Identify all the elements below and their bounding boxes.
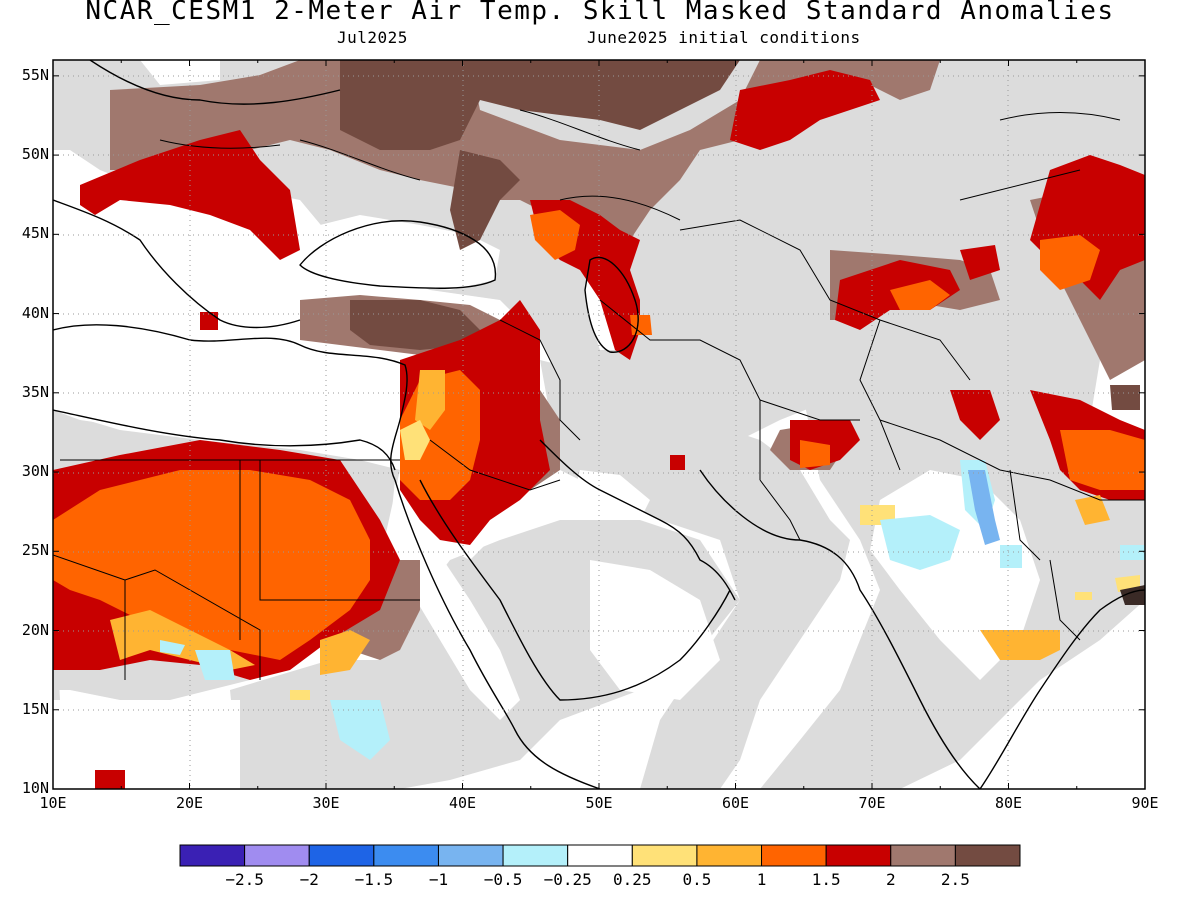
colorbar-swatch <box>696 844 763 867</box>
axis-ticks <box>52 60 1146 790</box>
colorbar-label: −2 <box>299 870 319 889</box>
lon-label: 50E <box>585 794 613 812</box>
colorbar-label: −1 <box>428 870 449 889</box>
map-field <box>53 60 1145 789</box>
colorbar-swatch <box>244 844 310 867</box>
lat-label: 30N <box>21 462 49 481</box>
colorbar-swatch <box>437 844 504 867</box>
colorbar-label: 0.5 <box>682 870 712 889</box>
grid-lines <box>53 60 1145 789</box>
colorbar-swatch <box>954 844 1021 867</box>
lat-label: 45N <box>21 224 49 243</box>
lon-label: 40E <box>448 794 477 812</box>
initial-conditions: June2025 initial conditions <box>587 28 861 47</box>
colorbar-label: −2.5 <box>225 870 264 889</box>
inland-seas <box>53 215 650 789</box>
lon-label: 10E <box>39 794 67 812</box>
anomaly-shading <box>53 60 1145 789</box>
lat-label: 35N <box>21 382 49 401</box>
colorbar-label: 2 <box>885 870 896 889</box>
lat-label: 10N <box>21 779 49 797</box>
lat-label: 15N <box>21 699 49 718</box>
lat-label: 20N <box>21 620 49 639</box>
lon-label: 70E <box>858 794 886 812</box>
colorbar-swatch <box>825 844 892 867</box>
colorbar-label: 2.5 <box>940 870 970 889</box>
chart-title: NCAR_CESM1 2-Meter Air Temp. Skill Maske… <box>85 0 1115 26</box>
colorbar-swatch <box>890 844 956 867</box>
lat-label: 25N <box>21 541 49 560</box>
colorbar-label: −0.5 <box>483 870 523 889</box>
colorbar-swatch <box>631 844 698 867</box>
colorbar-swatch <box>761 844 827 867</box>
colorbar <box>179 844 1021 867</box>
lat-label: 40N <box>21 303 49 322</box>
colorbar-swatch <box>179 844 246 867</box>
lon-label: 60E <box>721 794 750 812</box>
coastlines <box>53 60 1145 789</box>
lon-label: 90E <box>1131 794 1159 812</box>
colorbar-swatch <box>502 844 569 867</box>
country-borders <box>53 109 1145 680</box>
colorbar-label: −0.25 <box>543 870 592 889</box>
colorbar-label: −1.5 <box>354 870 394 889</box>
colorbar-label: 1.5 <box>811 870 841 889</box>
colorbar-label: 0.25 <box>613 870 652 889</box>
lon-label: 30E <box>312 794 340 812</box>
lat-label: 55N <box>21 65 49 84</box>
colorbar-swatch <box>373 844 439 867</box>
colorbar-swatch <box>567 844 633 867</box>
lon-label: 20E <box>175 794 204 812</box>
colorbar-swatch <box>308 844 375 867</box>
colorbar-label: 1 <box>756 870 767 889</box>
valid-month: Jul2025 <box>337 28 408 47</box>
lon-label: 80E <box>994 794 1023 812</box>
lat-label: 50N <box>21 145 49 164</box>
